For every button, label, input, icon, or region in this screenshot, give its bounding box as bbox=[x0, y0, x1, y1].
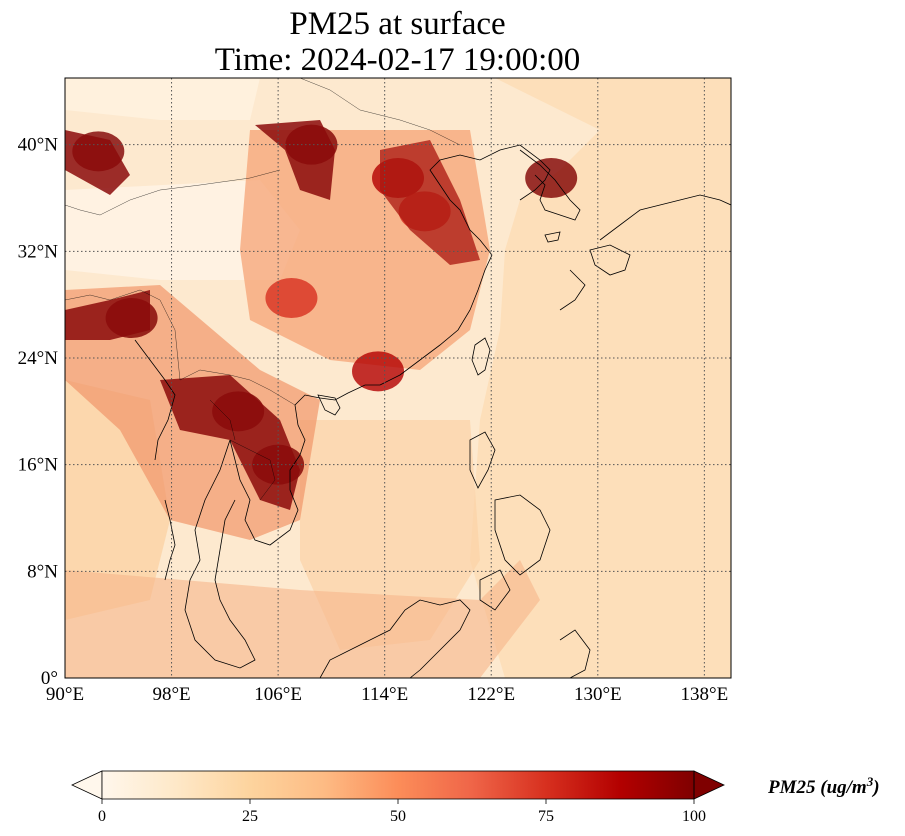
lon-tick-label: 122°E bbox=[467, 684, 515, 705]
lat-tick-label: 40°N bbox=[18, 135, 59, 156]
colorbar-tick-label: 25 bbox=[242, 808, 258, 825]
colorbar-tick-label: 75 bbox=[538, 808, 554, 825]
heavy-pollution-inner-mongolia bbox=[255, 120, 335, 200]
low-pollution-north bbox=[65, 78, 260, 120]
lat-tick-label: 32°N bbox=[18, 241, 59, 262]
chart-title-line1: PM25 at surface bbox=[289, 6, 506, 42]
lon-tick-label: 138°E bbox=[681, 684, 729, 705]
latitude-axis: 0° 8°N 16°N 24°N 32°N 40°N bbox=[18, 135, 59, 689]
colorbar-gradient bbox=[102, 771, 694, 799]
colorbar-extend-min bbox=[71, 770, 103, 800]
map-frame bbox=[64, 77, 732, 679]
lat-tick-label: 0° bbox=[41, 668, 58, 689]
longitude-axis: 90°E 98°E 106°E 114°E 122°E 130°E 138°E bbox=[46, 684, 728, 705]
heavy-pollution-tibet-border bbox=[65, 290, 150, 340]
lon-tick-label: 106°E bbox=[254, 684, 302, 705]
lat-tick-label: 16°N bbox=[18, 455, 59, 476]
colorbar-tick-label: 50 bbox=[390, 808, 406, 825]
lon-tick-label: 98°E bbox=[152, 684, 190, 705]
gridlines bbox=[65, 78, 731, 678]
lon-tick-label: 114°E bbox=[361, 684, 408, 705]
colorbar-tick-label: 100 bbox=[682, 808, 706, 825]
lon-tick-label: 90°E bbox=[46, 684, 84, 705]
pollution-hotspot bbox=[525, 158, 578, 198]
coastal-haze bbox=[65, 560, 540, 678]
map-area bbox=[65, 78, 731, 678]
lat-tick-label: 8°N bbox=[27, 561, 58, 582]
pollution-hotspot bbox=[352, 351, 405, 392]
lat-tick-label: 24°N bbox=[18, 348, 59, 369]
lon-tick-label: 130°E bbox=[574, 684, 622, 705]
heavy-pollution-mainland-se-asia bbox=[160, 375, 300, 510]
colorbar-tick-label: 0 bbox=[98, 808, 106, 825]
colorbar: 0 25 50 75 100 bbox=[71, 770, 725, 825]
ocean-region bbox=[470, 78, 731, 678]
borders bbox=[65, 78, 461, 501]
chart-title-line2: Time: 2024-02-17 19:00:00 bbox=[214, 42, 581, 78]
heavy-pollution-northwest bbox=[65, 130, 130, 195]
colorbar-ticks: 0 25 50 75 100 bbox=[98, 799, 706, 825]
colorbar-label: PM25 (ug/m3) bbox=[767, 774, 880, 798]
pollution-hotspot bbox=[265, 278, 318, 318]
heavy-pollution-north-china-plain bbox=[380, 140, 480, 265]
colorbar-extend-max bbox=[693, 770, 725, 800]
